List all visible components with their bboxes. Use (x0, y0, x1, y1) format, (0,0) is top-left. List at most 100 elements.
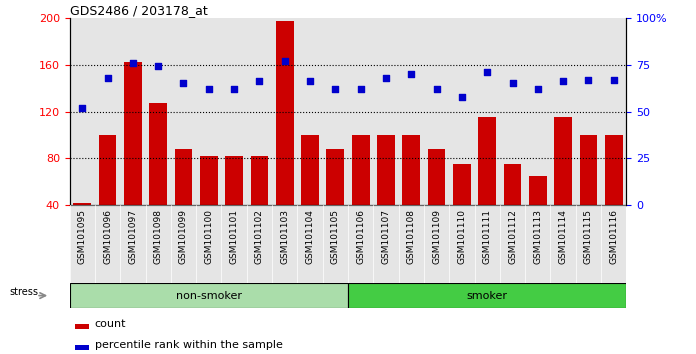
Bar (145, 18, 171, 205)
Bar (373, 18, 399, 205)
Point (254, 79, 265, 84)
Bar (478, 118, 496, 252)
Bar (601, 18, 626, 205)
Bar (171, 18, 196, 205)
Bar (449, 18, 475, 205)
Bar (272, 18, 297, 205)
Bar (399, 205, 424, 283)
Point (279, 58, 290, 64)
Bar (551, 205, 576, 283)
Bar (525, 18, 551, 205)
Point (330, 86, 341, 92)
Text: GSM101113: GSM101113 (533, 209, 542, 264)
Bar (551, 18, 576, 205)
Bar (580, 135, 597, 252)
Bar (504, 164, 521, 252)
Point (583, 77, 594, 82)
Bar (200, 156, 218, 252)
Text: GSM101108: GSM101108 (406, 209, 416, 264)
Bar (323, 18, 348, 205)
Bar (120, 18, 145, 205)
Bar (150, 103, 167, 252)
Bar (301, 135, 319, 252)
Bar (75, 324, 89, 329)
Point (482, 69, 493, 75)
Bar (251, 156, 268, 252)
Bar (453, 164, 470, 252)
Bar (475, 18, 500, 205)
Text: non-smoker: non-smoker (176, 291, 242, 301)
Text: GSM101107: GSM101107 (381, 209, 390, 264)
Point (77, 105, 88, 110)
Text: GSM101109: GSM101109 (432, 209, 441, 264)
Bar (348, 18, 373, 205)
Bar (247, 205, 272, 283)
Text: GSM101110: GSM101110 (457, 209, 466, 264)
Text: smoker: smoker (467, 291, 507, 301)
Bar (525, 205, 551, 283)
Text: GSM101112: GSM101112 (508, 209, 517, 264)
Bar (272, 205, 297, 283)
Bar (120, 205, 145, 283)
Bar (402, 135, 420, 252)
Point (304, 79, 315, 84)
Point (557, 79, 569, 84)
Bar (601, 205, 626, 283)
Bar (449, 205, 475, 283)
Bar (95, 18, 120, 205)
Bar (348, 205, 373, 283)
Bar (554, 118, 572, 252)
Text: GSM101099: GSM101099 (179, 209, 188, 264)
Bar (70, 205, 95, 283)
Bar (70, 283, 348, 308)
Point (178, 80, 189, 86)
Text: GSM101115: GSM101115 (584, 209, 593, 264)
Bar (145, 205, 171, 283)
Text: GSM101102: GSM101102 (255, 209, 264, 264)
Text: stress: stress (9, 287, 38, 297)
Bar (348, 283, 626, 308)
Text: GSM101101: GSM101101 (230, 209, 239, 264)
Text: GSM101098: GSM101098 (154, 209, 163, 264)
Text: GSM101103: GSM101103 (280, 209, 290, 264)
Bar (424, 18, 449, 205)
Point (431, 86, 442, 92)
Bar (297, 18, 323, 205)
Text: GSM101111: GSM101111 (483, 209, 491, 264)
Bar (70, 18, 95, 205)
Text: GSM101097: GSM101097 (128, 209, 137, 264)
Bar (95, 205, 120, 283)
Point (507, 80, 518, 86)
Bar (171, 205, 196, 283)
Bar (221, 205, 247, 283)
Point (102, 75, 113, 81)
Bar (529, 176, 546, 252)
Text: GSM101095: GSM101095 (78, 209, 87, 264)
Text: GSM101100: GSM101100 (205, 209, 213, 264)
Bar (399, 18, 424, 205)
Point (228, 86, 239, 92)
Bar (124, 62, 142, 252)
Bar (226, 156, 243, 252)
Bar (576, 205, 601, 283)
Bar (221, 18, 247, 205)
Point (355, 86, 366, 92)
Bar (500, 18, 525, 205)
Point (457, 94, 468, 99)
Text: GSM101105: GSM101105 (331, 209, 340, 264)
Bar (475, 205, 500, 283)
Text: GSM101114: GSM101114 (559, 209, 568, 264)
Text: GSM101106: GSM101106 (356, 209, 365, 264)
Bar (99, 135, 116, 252)
Text: GSM101104: GSM101104 (306, 209, 315, 264)
Point (608, 77, 619, 82)
Text: GSM101116: GSM101116 (609, 209, 618, 264)
Bar (75, 346, 89, 350)
Bar (276, 21, 294, 252)
Text: count: count (95, 319, 126, 329)
Bar (424, 205, 449, 283)
Bar (196, 18, 221, 205)
Bar (605, 135, 623, 252)
Bar (297, 205, 323, 283)
Point (406, 71, 417, 77)
